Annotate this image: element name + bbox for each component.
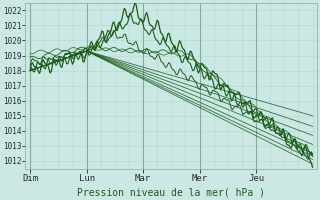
X-axis label: Pression niveau de la mer( hPa ): Pression niveau de la mer( hPa ) xyxy=(77,187,265,197)
